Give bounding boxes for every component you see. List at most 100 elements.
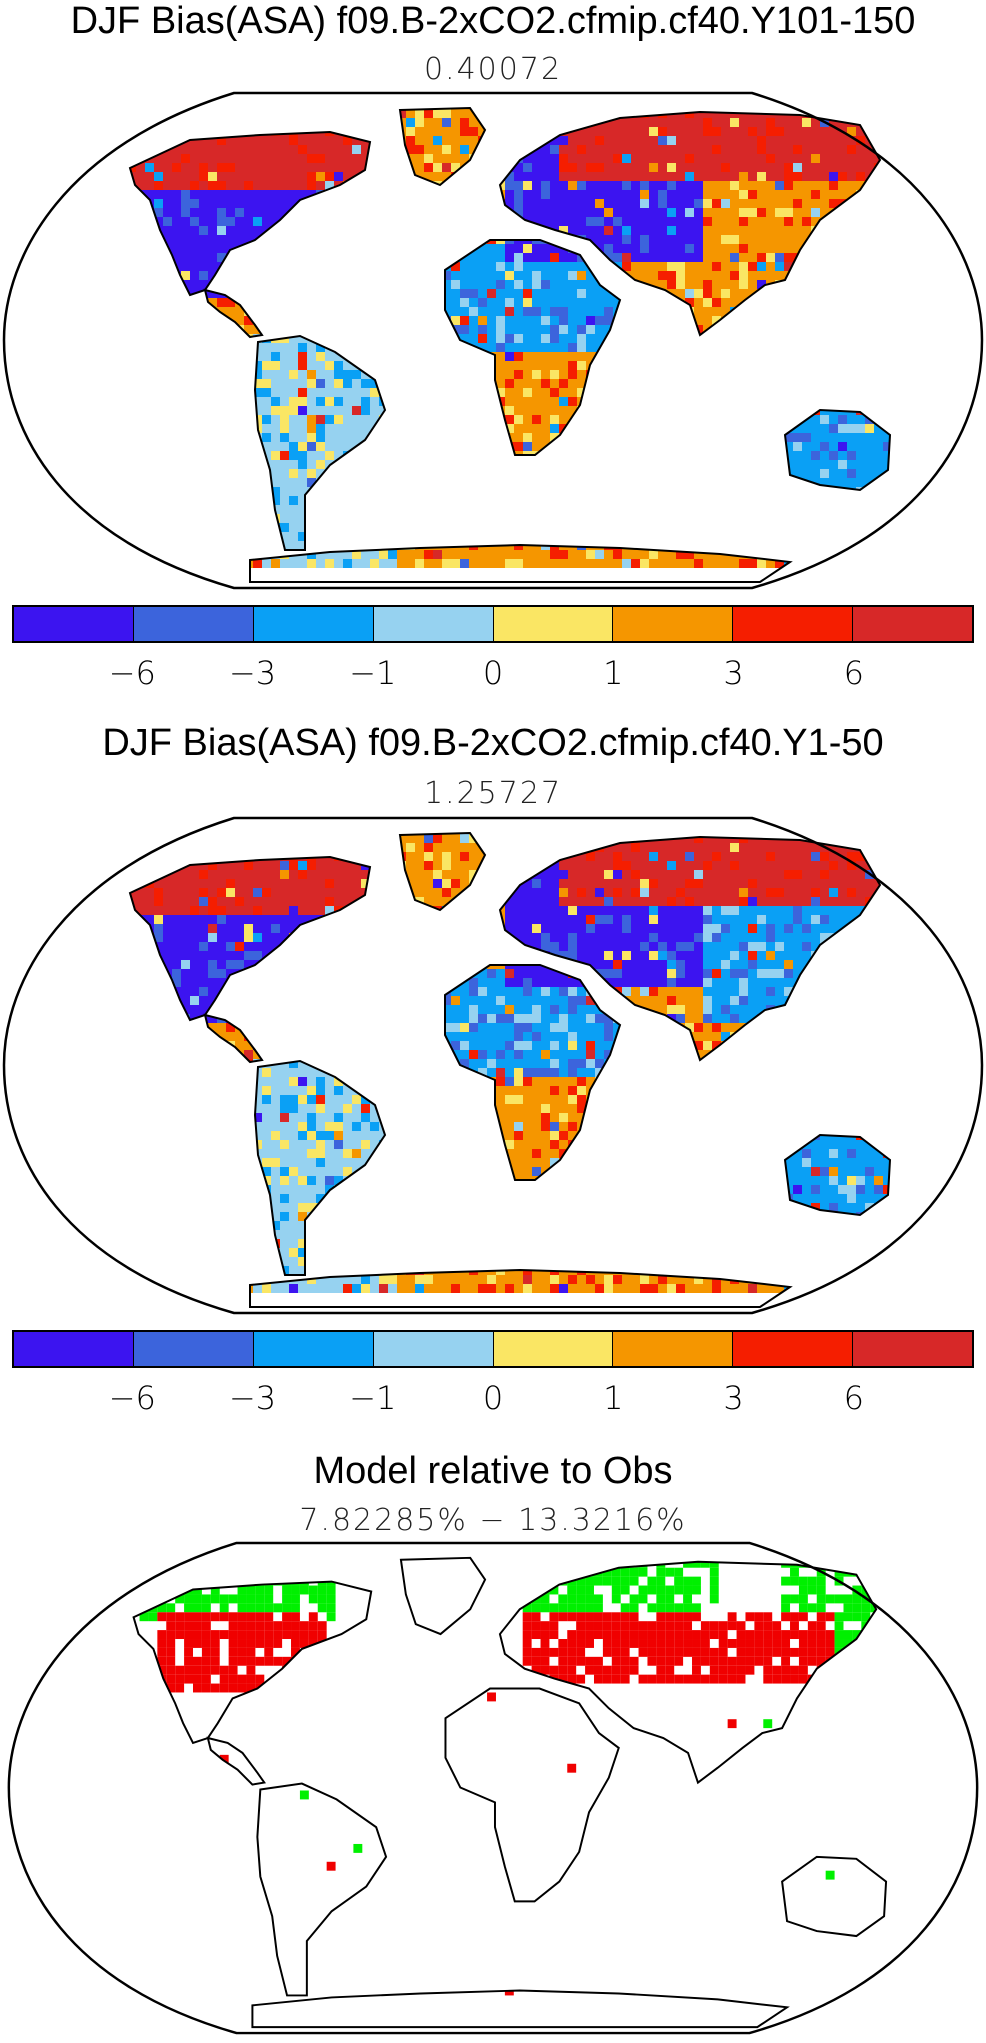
data-cell <box>379 343 388 352</box>
data-cell <box>154 172 163 181</box>
data-cell <box>874 136 883 145</box>
data-cell <box>658 469 667 478</box>
data-cell <box>676 280 685 289</box>
data-cell <box>649 271 658 280</box>
data-cell <box>757 523 766 532</box>
data-cell <box>892 118 901 127</box>
data-cell <box>100 298 109 307</box>
data-cell <box>397 406 406 415</box>
data-cell <box>433 163 442 172</box>
data-cell <box>811 334 820 343</box>
data-cell <box>244 834 253 843</box>
data-cell <box>298 415 307 424</box>
data-cell <box>298 127 307 136</box>
data-cell <box>793 532 802 541</box>
data-cell <box>271 262 280 271</box>
data-cell <box>100 379 109 388</box>
data-cell <box>847 442 856 451</box>
data-cell <box>325 307 334 316</box>
data-cell <box>532 199 541 208</box>
data-cell <box>829 361 838 370</box>
data-cell <box>631 442 640 451</box>
data-cell <box>892 271 901 280</box>
data-cell <box>289 451 298 460</box>
data-cell <box>235 118 244 127</box>
data-cell <box>271 280 280 289</box>
data-cell <box>442 523 451 532</box>
data-cell <box>730 163 739 172</box>
data-cell <box>703 397 712 406</box>
data-cell <box>280 361 289 370</box>
data-cell <box>379 334 388 343</box>
data-cell <box>595 487 604 496</box>
data-cell <box>568 181 577 190</box>
data-cell <box>100 505 109 514</box>
data-cell <box>883 487 890 496</box>
data-cell <box>829 451 838 460</box>
data-cell <box>676 181 685 190</box>
data-cell <box>478 181 487 190</box>
panel-subtitle: 0.40072 <box>423 52 563 87</box>
data-cell <box>694 217 703 226</box>
data-cell <box>415 163 424 172</box>
data-cell <box>415 496 424 505</box>
data-cell <box>721 244 730 253</box>
data-cell <box>190 118 199 127</box>
data-cell <box>388 163 397 172</box>
data-cell <box>235 253 244 262</box>
data-cell <box>757 469 766 478</box>
data-cell <box>865 523 874 532</box>
data-cell <box>208 226 217 235</box>
data-cell <box>856 154 865 163</box>
data-cell <box>316 388 325 397</box>
data-cell <box>802 550 811 559</box>
data-cell <box>784 253 793 262</box>
data-cell <box>199 496 208 505</box>
data-cell <box>190 415 199 424</box>
data-cell <box>856 442 865 451</box>
data-cell <box>397 226 406 235</box>
data-cell <box>811 505 820 514</box>
data-cell <box>217 190 226 199</box>
data-cell <box>505 559 514 568</box>
data-cell <box>793 541 802 550</box>
data-cell <box>109 181 118 190</box>
data-cell <box>757 388 766 397</box>
data-cell <box>298 406 307 415</box>
data-cell <box>343 280 352 289</box>
data-cell <box>478 145 487 154</box>
data-cell <box>271 559 280 568</box>
data-cell <box>334 118 343 127</box>
data-cell <box>667 217 676 226</box>
data-cell <box>469 199 478 208</box>
data-cell <box>658 190 667 199</box>
data-cell <box>226 190 235 199</box>
data-cell <box>586 334 595 343</box>
data-cell <box>658 451 667 460</box>
data-cell <box>388 379 397 388</box>
data-cell <box>253 843 262 852</box>
data-cell <box>433 541 442 550</box>
data-cell <box>379 208 388 217</box>
data-cell <box>361 298 370 307</box>
data-cell <box>262 154 271 163</box>
data-cell <box>712 108 721 109</box>
data-cell <box>478 550 487 559</box>
data-cell <box>163 352 172 361</box>
data-cell <box>118 478 127 487</box>
data-cell <box>235 833 244 834</box>
data-cell <box>505 154 514 163</box>
data-cell <box>460 271 469 280</box>
data-cell <box>658 406 667 415</box>
data-cell <box>730 253 739 262</box>
data-cell <box>892 352 901 361</box>
data-cell <box>361 108 370 109</box>
data-cell <box>685 379 694 388</box>
data-cell <box>388 145 397 154</box>
data-cell <box>379 424 388 433</box>
data-cell <box>802 208 811 217</box>
data-cell <box>793 843 802 852</box>
data-cell <box>685 217 694 226</box>
data-cell <box>820 208 829 217</box>
data-cell <box>415 523 424 532</box>
